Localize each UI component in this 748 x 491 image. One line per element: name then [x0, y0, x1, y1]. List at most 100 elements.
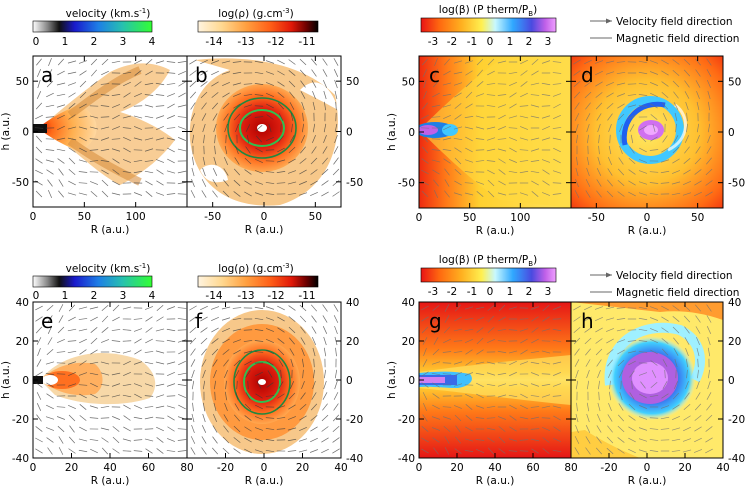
field-vector	[585, 447, 591, 455]
field-vector	[133, 416, 143, 420]
field-vector	[312, 123, 316, 133]
field-vector	[672, 326, 680, 334]
field-vector	[311, 392, 317, 400]
field-vector	[35, 448, 43, 454]
field-vector	[454, 168, 462, 176]
field-vector	[639, 135, 647, 143]
field-vector	[155, 192, 165, 196]
field-vector	[177, 307, 187, 309]
field-vector	[301, 123, 305, 133]
field-vector	[166, 405, 176, 409]
field-vector	[486, 383, 496, 387]
field-vector	[100, 160, 110, 162]
field-vector	[660, 170, 670, 174]
field-vector	[574, 102, 580, 110]
field-vector	[697, 358, 699, 368]
field-vector	[243, 83, 253, 85]
field-vector	[442, 104, 452, 108]
field-vector	[311, 69, 317, 77]
field-vector	[266, 349, 274, 355]
field-vector	[683, 415, 691, 421]
field-vector	[145, 70, 153, 76]
field-vector	[616, 318, 626, 320]
field-vector	[649, 306, 659, 310]
x-tick-label: 20	[678, 462, 691, 474]
field-vector	[638, 192, 648, 196]
field-vector	[89, 138, 99, 140]
field-vector	[301, 358, 305, 368]
field-vector	[707, 134, 711, 144]
colorbar-velocity-title: velocity (km.s-1)	[66, 7, 151, 20]
field-vector	[486, 361, 496, 365]
tick-label: -14	[205, 36, 222, 48]
field-vector	[289, 91, 295, 99]
legend-velocity-label: Velocity field direction	[616, 16, 733, 28]
field-vector	[629, 124, 635, 132]
field-vector	[144, 438, 154, 442]
field-vector	[455, 436, 461, 444]
field-vector	[333, 304, 339, 312]
x-axis-label: R (a.u.)	[476, 475, 515, 487]
field-vector	[232, 61, 242, 63]
field-vector	[617, 425, 625, 433]
field-vector	[144, 395, 154, 397]
field-vector	[421, 58, 429, 66]
field-vector	[234, 157, 240, 165]
field-vector	[673, 102, 679, 110]
field-vector	[122, 383, 132, 387]
field-vector	[487, 305, 495, 311]
field-vector	[46, 437, 54, 443]
field-vector	[661, 102, 669, 110]
field-vector	[649, 182, 659, 184]
field-vector	[464, 328, 474, 332]
field-vector	[155, 405, 165, 409]
field-vector	[177, 439, 187, 441]
field-vector	[662, 113, 668, 121]
field-vector	[189, 70, 197, 76]
field-vector	[520, 81, 528, 87]
field-vector	[617, 179, 625, 187]
field-vector	[111, 416, 121, 420]
field-vector	[144, 351, 154, 353]
field-vector	[133, 126, 143, 130]
field-vector	[134, 93, 142, 97]
field-vector	[708, 101, 710, 111]
field-vector	[476, 349, 484, 355]
field-vector	[530, 148, 540, 152]
field-vector	[453, 383, 463, 387]
field-vector	[57, 338, 65, 344]
field-vector	[497, 416, 507, 420]
field-vector	[78, 318, 88, 320]
field-vector	[638, 181, 648, 185]
field-vector	[486, 417, 496, 419]
field-vector	[68, 414, 76, 422]
field-vector	[35, 114, 43, 120]
field-vector	[685, 347, 689, 357]
field-vector	[607, 157, 613, 165]
field-vector	[144, 416, 154, 420]
field-vector	[706, 315, 712, 323]
field-vector	[608, 402, 612, 412]
field-vector	[638, 317, 648, 321]
field-vector	[421, 326, 429, 334]
field-vector	[530, 104, 540, 108]
field-vector	[649, 394, 659, 398]
field-vector	[607, 113, 613, 121]
field-vector	[520, 70, 528, 76]
y-tick-label: -40	[728, 453, 745, 465]
field-vector	[202, 369, 206, 379]
field-vector	[233, 425, 241, 433]
field-vector	[190, 359, 196, 367]
field-vector	[144, 383, 154, 387]
field-vector	[123, 81, 131, 87]
field-vector	[134, 59, 142, 65]
field-vector	[705, 191, 713, 197]
field-vector	[531, 58, 539, 66]
field-vector	[323, 336, 327, 346]
field-vector	[211, 348, 219, 356]
field-vector	[201, 436, 207, 444]
field-vector	[584, 316, 592, 322]
field-vector	[233, 448, 241, 454]
field-vector	[509, 415, 517, 421]
y-tick-label: 0	[408, 127, 415, 139]
